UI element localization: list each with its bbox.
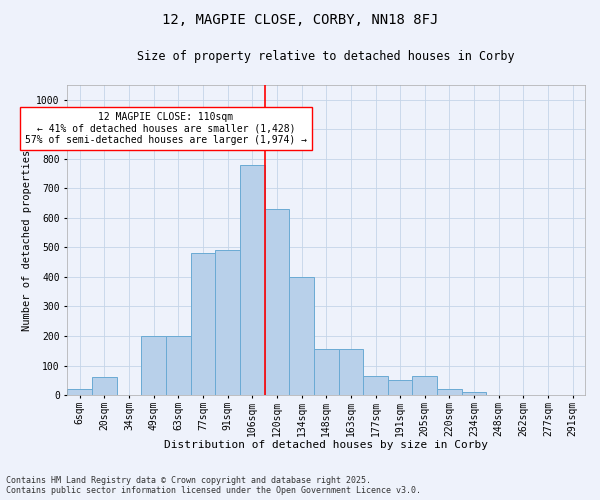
Bar: [388, 380, 412, 395]
Bar: [191, 254, 215, 395]
Bar: [289, 277, 314, 395]
Bar: [314, 350, 338, 395]
X-axis label: Distribution of detached houses by size in Corby: Distribution of detached houses by size …: [164, 440, 488, 450]
Bar: [166, 336, 191, 395]
Bar: [92, 378, 117, 395]
Text: Contains HM Land Registry data © Crown copyright and database right 2025.
Contai: Contains HM Land Registry data © Crown c…: [6, 476, 421, 495]
Bar: [215, 250, 240, 395]
Bar: [363, 376, 388, 395]
Text: 12 MAGPIE CLOSE: 110sqm
← 41% of detached houses are smaller (1,428)
57% of semi: 12 MAGPIE CLOSE: 110sqm ← 41% of detache…: [25, 112, 307, 145]
Title: Size of property relative to detached houses in Corby: Size of property relative to detached ho…: [137, 50, 515, 63]
Bar: [462, 392, 487, 395]
Y-axis label: Number of detached properties: Number of detached properties: [22, 150, 32, 330]
Bar: [240, 164, 265, 395]
Bar: [338, 350, 363, 395]
Bar: [265, 209, 289, 395]
Bar: [437, 389, 462, 395]
Text: 12, MAGPIE CLOSE, CORBY, NN18 8FJ: 12, MAGPIE CLOSE, CORBY, NN18 8FJ: [162, 12, 438, 26]
Bar: [142, 336, 166, 395]
Bar: [412, 376, 437, 395]
Bar: [67, 389, 92, 395]
